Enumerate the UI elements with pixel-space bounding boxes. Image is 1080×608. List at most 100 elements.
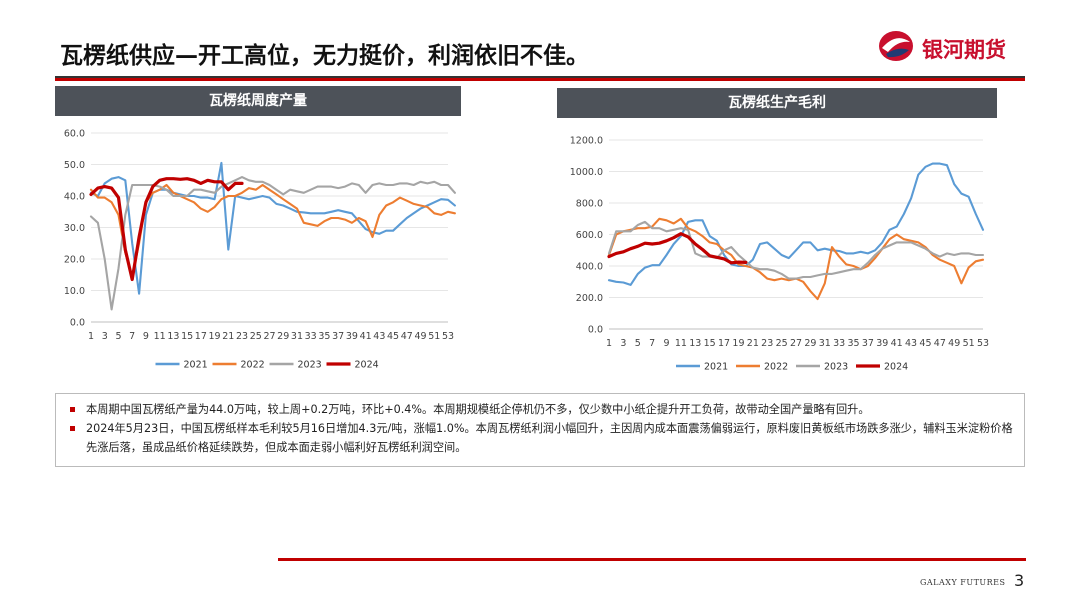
legend-label-2024: 2024 xyxy=(884,362,908,373)
x-tick-label: 39 xyxy=(876,338,888,349)
chart-right-title: 瓦楞纸生产毛利 xyxy=(557,88,997,118)
x-tick-label: 19 xyxy=(732,338,744,349)
y-tick-label: 0.0 xyxy=(70,318,85,329)
legend-label-2021: 2021 xyxy=(704,362,728,373)
legend-label-2022: 2022 xyxy=(241,360,265,371)
x-tick-label: 39 xyxy=(346,331,358,342)
x-tick-label: 37 xyxy=(332,331,344,342)
legend-label-2021: 2021 xyxy=(184,360,208,371)
x-tick-label: 7 xyxy=(129,331,135,342)
y-tick-label: 800.0 xyxy=(576,199,603,210)
bullet-square-icon xyxy=(70,426,75,431)
y-tick-label: 60.0 xyxy=(64,129,85,140)
series-line-2022 xyxy=(89,183,456,278)
x-tick-label: 23 xyxy=(236,331,248,342)
x-tick-label: 15 xyxy=(181,331,193,342)
x-tick-label: 9 xyxy=(664,338,670,349)
x-tick-label: 51 xyxy=(428,331,440,342)
legend-label-2023: 2023 xyxy=(298,360,322,371)
series-line-2024 xyxy=(607,232,748,265)
x-tick-label: 11 xyxy=(675,338,687,349)
x-tick-label: 11 xyxy=(154,331,166,342)
x-tick-label: 5 xyxy=(115,331,121,342)
x-tick-label: 3 xyxy=(620,338,626,349)
x-tick-label: 27 xyxy=(263,331,275,342)
legend-label-2022: 2022 xyxy=(764,362,788,373)
series-line-2021 xyxy=(607,162,985,286)
x-tick-label: 47 xyxy=(401,331,413,342)
logo-text: 银河期货 xyxy=(922,38,1006,62)
x-tick-label: 47 xyxy=(934,338,946,349)
y-tick-label: 0.0 xyxy=(588,325,603,336)
x-tick-label: 35 xyxy=(318,331,330,342)
x-tick-label: 5 xyxy=(635,338,641,349)
gross-profit-chart: 0.0 200.0 400.0 600.0 800.0 1000.0 1200.0 1 3 5 7 9… xyxy=(570,136,989,373)
x-tick-label: 17 xyxy=(718,338,730,349)
x-tick-label: 3 xyxy=(102,331,108,342)
x-tick-label: 37 xyxy=(862,338,874,349)
x-tick-label: 29 xyxy=(804,338,816,349)
commentary-text: 本周期中国瓦楞纸产量为44.0万吨，较上周+0.2万吨，环比+0.4%。本周期规… xyxy=(86,403,870,416)
x-tick-label: 49 xyxy=(948,338,960,349)
x-tick-label: 19 xyxy=(209,331,221,342)
x-tick-label: 35 xyxy=(847,338,859,349)
commentary-box: 本周期中国瓦楞纸产量为44.0万吨，较上周+0.2万吨，环比+0.4%。本周期规… xyxy=(55,393,1025,467)
y-tick-label: 1000.0 xyxy=(570,167,603,178)
commentary-item: 2024年5月23日，中国瓦楞纸样本毛利较5月16日增加4.3元/吨，涨幅1.0… xyxy=(66,419,1014,457)
x-tick-label: 29 xyxy=(277,331,289,342)
legend-label-2024: 2024 xyxy=(355,360,379,371)
x-tick-label: 1 xyxy=(88,331,94,342)
header-divider-accent xyxy=(55,78,1025,81)
x-tick-label: 53 xyxy=(442,331,454,342)
bullet-square-icon xyxy=(70,407,75,412)
y-tick-label: 40.0 xyxy=(64,192,85,203)
x-tick-label: 15 xyxy=(704,338,716,349)
x-tick-label: 31 xyxy=(291,331,303,342)
series-line-2023 xyxy=(89,176,456,311)
x-tick-label: 49 xyxy=(414,331,426,342)
chart-left-title: 瓦楞纸周度产量 xyxy=(55,86,461,116)
x-tick-label: 43 xyxy=(373,331,385,342)
x-tick-label: 21 xyxy=(747,338,759,349)
weekly-output-chart: 0.010.020.030.040.050.060.01 3 5 7 9 11 13 15 17… xyxy=(64,129,456,371)
legend-label-2023: 2023 xyxy=(824,362,848,373)
page-title: 瓦楞纸供应—开工高位，无力挺价，利润依旧不佳。 xyxy=(60,43,589,69)
x-tick-label: 25 xyxy=(776,338,788,349)
x-tick-label: 43 xyxy=(905,338,917,349)
page-number: 3 xyxy=(1014,571,1025,590)
y-tick-label: 1200.0 xyxy=(570,136,603,147)
y-tick-label: 20.0 xyxy=(64,255,85,266)
x-tick-label: 53 xyxy=(977,338,989,349)
x-tick-label: 45 xyxy=(919,338,931,349)
x-tick-label: 27 xyxy=(790,338,802,349)
series-line-2024 xyxy=(89,177,244,282)
x-tick-label: 23 xyxy=(761,338,773,349)
y-tick-label: 400.0 xyxy=(576,262,603,273)
y-tick-label: 600.0 xyxy=(576,230,603,241)
x-tick-label: 7 xyxy=(649,338,655,349)
galaxy-futures-logo xyxy=(879,31,913,61)
x-tick-label: 25 xyxy=(250,331,262,342)
footer-divider xyxy=(278,558,1026,561)
x-tick-label: 41 xyxy=(360,331,372,342)
footer-brand: GALAXY FUTURES xyxy=(920,578,1006,587)
x-tick-label: 51 xyxy=(963,338,975,349)
x-tick-label: 33 xyxy=(305,331,317,342)
x-tick-label: 13 xyxy=(167,331,179,342)
x-tick-label: 13 xyxy=(689,338,701,349)
commentary-text: 2024年5月23日，中国瓦楞纸样本毛利较5月16日增加4.3元/吨，涨幅1.0… xyxy=(86,422,1013,454)
x-tick-label: 31 xyxy=(819,338,831,349)
y-tick-label: 200.0 xyxy=(576,293,603,304)
x-tick-label: 17 xyxy=(195,331,207,342)
y-tick-label: 30.0 xyxy=(64,223,85,234)
header-divider xyxy=(55,76,1025,78)
commentary-item: 本周期中国瓦楞纸产量为44.0万吨，较上周+0.2万吨，环比+0.4%。本周期规… xyxy=(66,400,1014,419)
series-line-2021 xyxy=(89,161,456,295)
x-tick-label: 33 xyxy=(833,338,845,349)
series-line-2023 xyxy=(607,220,985,280)
x-tick-label: 41 xyxy=(891,338,903,349)
x-tick-label: 9 xyxy=(143,331,149,342)
x-tick-label: 21 xyxy=(222,331,234,342)
y-tick-label: 10.0 xyxy=(64,286,85,297)
y-tick-label: 50.0 xyxy=(64,160,85,171)
